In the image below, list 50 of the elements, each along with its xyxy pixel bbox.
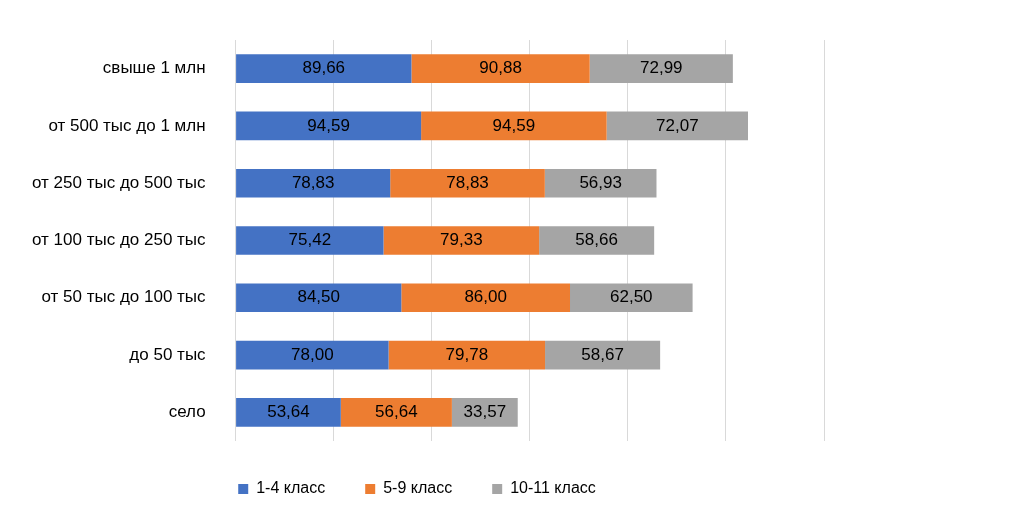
bar bbox=[390, 168, 545, 198]
bar bbox=[383, 226, 540, 255]
bar bbox=[401, 283, 571, 313]
data-label: 90,88 bbox=[479, 58, 522, 78]
bar bbox=[606, 111, 748, 141]
data-label: 33,57 bbox=[463, 402, 507, 422]
bar bbox=[236, 398, 341, 427]
bar bbox=[236, 54, 412, 83]
data-label: 56,93 bbox=[579, 172, 622, 192]
data-label: 56,64 bbox=[375, 402, 418, 422]
bar bbox=[236, 226, 384, 255]
bar bbox=[589, 54, 733, 83]
data-label: 89,66 bbox=[302, 58, 346, 78]
data-label: 79,33 bbox=[440, 230, 483, 250]
bar bbox=[544, 168, 657, 198]
data-label: 53,64 bbox=[267, 402, 310, 422]
y-tick-label: село bbox=[168, 402, 206, 422]
bar bbox=[421, 111, 607, 141]
data-label: 78,83 bbox=[446, 172, 489, 192]
data-label: 62,50 bbox=[610, 287, 653, 307]
bar bbox=[236, 168, 391, 198]
data-label: 94,59 bbox=[492, 115, 536, 135]
data-label: 84,50 bbox=[297, 287, 340, 307]
data-label: 86,00 bbox=[464, 287, 507, 307]
bar bbox=[411, 54, 590, 83]
y-tick-label: от 500 тыс до 1 млн bbox=[48, 115, 206, 135]
bar bbox=[236, 283, 402, 313]
data-label: 94,59 bbox=[307, 115, 350, 135]
data-label: 78,00 bbox=[291, 344, 334, 364]
data-label: 72,07 bbox=[656, 115, 699, 135]
bar bbox=[236, 340, 389, 370]
bar bbox=[236, 111, 422, 141]
data-label: 79,78 bbox=[445, 344, 489, 364]
bar bbox=[388, 340, 546, 370]
data-label: 75,42 bbox=[288, 230, 332, 250]
data-label: 58,66 bbox=[575, 230, 618, 250]
legend-label: 1-4 класс bbox=[256, 479, 326, 497]
bar bbox=[539, 226, 655, 255]
y-tick-label: свыше 1 млн bbox=[102, 58, 206, 78]
legend-label: 10-11 класс bbox=[510, 479, 596, 497]
y-tick-label: от 50 тыс до 100 тыс bbox=[41, 287, 207, 307]
legend-label: 5-9 класс bbox=[383, 479, 453, 497]
y-tick-label: до 50 тыс bbox=[129, 344, 207, 364]
bar bbox=[570, 283, 693, 313]
data-label: 58,67 bbox=[581, 344, 624, 364]
data-label: 72,99 bbox=[640, 58, 683, 78]
y-tick-label: от 250 тыс до 500 тыс bbox=[31, 172, 207, 192]
data-label: 78,83 bbox=[291, 172, 335, 192]
y-tick-label: от 100 тыс до 250 тыс bbox=[31, 230, 207, 250]
bar bbox=[340, 398, 452, 427]
